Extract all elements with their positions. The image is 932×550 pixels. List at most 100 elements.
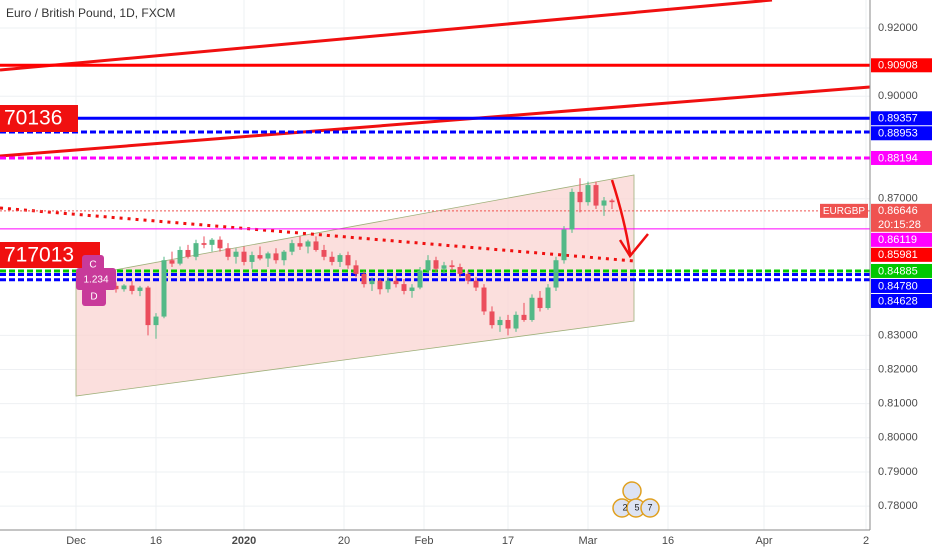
candle-body	[329, 256, 335, 262]
candle-body	[593, 185, 599, 206]
left-label-box	[0, 105, 78, 132]
y-tick-label: 0.92000	[878, 22, 918, 34]
candle-body	[553, 260, 559, 288]
candle-body	[233, 251, 239, 257]
price-badge-box	[871, 111, 932, 126]
price-badge: 0.88194	[871, 150, 932, 165]
price-badge: 0.84885	[871, 263, 932, 278]
trend-line	[0, 0, 773, 72]
price-badge-label: 0.88194	[878, 152, 918, 164]
x-tick-label: Apr	[755, 535, 772, 547]
candle-body	[465, 273, 471, 281]
y-tick-label: 0.87000	[878, 193, 918, 205]
candle-body	[313, 241, 319, 250]
candle-body	[545, 287, 551, 309]
y-tick-label: 0.82000	[878, 363, 918, 375]
candle-body	[609, 200, 615, 203]
x-tick-label: Dec	[66, 535, 86, 547]
candle-body	[217, 239, 223, 249]
candle-body	[409, 287, 415, 291]
wave-label: 1.234	[83, 275, 108, 286]
y-tick-label: 0.83000	[878, 329, 918, 341]
price-badge-box	[871, 126, 932, 141]
trend-line	[0, 85, 871, 158]
channel	[75, 174, 635, 397]
arrow	[610, 179, 632, 255]
price-badge: 0.84780	[871, 278, 932, 293]
candle-body	[153, 316, 159, 326]
price-badge: 0.90908	[871, 58, 932, 73]
event-count: 7	[647, 502, 652, 512]
candle-body	[497, 319, 503, 326]
candle-body	[121, 285, 127, 290]
symbol-label: EURGBP	[823, 206, 866, 217]
time-axis	[0, 530, 932, 550]
candle-body	[113, 285, 119, 290]
y-tick-label: 0.79000	[878, 466, 918, 478]
price-badge-box	[871, 278, 932, 293]
candle-body	[385, 280, 391, 290]
candle-body	[521, 314, 527, 320]
candle-body	[161, 260, 167, 317]
price-badge-box	[871, 293, 932, 308]
price-badge-label: 0.88953	[878, 128, 918, 140]
candle-body	[249, 255, 255, 262]
candle-body	[177, 249, 183, 264]
candle-body	[577, 191, 583, 203]
candle-body	[257, 255, 263, 259]
candle-body	[305, 241, 311, 247]
event-count: 2	[622, 502, 627, 512]
candle-body	[321, 249, 327, 257]
wave-box	[82, 288, 106, 306]
price-badge-box	[871, 58, 932, 73]
candle-body	[345, 255, 351, 266]
candle-body	[337, 255, 343, 262]
candle-body	[433, 260, 439, 269]
candle-body	[505, 319, 511, 329]
x-tick-label: Feb	[415, 535, 434, 547]
candle-body	[137, 287, 143, 291]
candle-body	[297, 243, 303, 247]
candle-body	[289, 243, 295, 252]
price-badge-label: 0.86119	[878, 234, 917, 246]
event-count: 5	[634, 502, 639, 512]
y-tick-label: 0.90000	[878, 90, 918, 102]
price-badge-label: 0.89357	[878, 113, 918, 125]
candle-body	[529, 297, 535, 320]
wave-box	[76, 268, 116, 290]
candle-body	[585, 185, 591, 203]
wave-label: D	[90, 292, 97, 303]
countdown: 20:15:28	[878, 219, 921, 231]
candle-body	[473, 280, 479, 288]
candle-body	[169, 260, 175, 264]
candle-body	[537, 297, 543, 309]
candle-body	[209, 239, 215, 245]
price-badge-label: 0.85981	[878, 249, 918, 261]
x-tick-label: Mar	[579, 535, 598, 547]
price-badge: 0.89357	[871, 111, 932, 126]
candle-body	[225, 248, 231, 257]
candle-body	[481, 287, 487, 312]
wave-label: C	[89, 260, 96, 271]
price-badge-box	[871, 203, 932, 232]
price-badge-label: 0.90908	[878, 60, 918, 72]
candle-body	[273, 253, 279, 261]
candle-body	[449, 265, 455, 268]
candle-body	[185, 249, 191, 257]
price-badge-box	[871, 150, 932, 165]
x-tick-label: 20	[338, 535, 350, 547]
y-tick-label: 0.80000	[878, 432, 918, 444]
price-badge-box	[871, 232, 932, 247]
candle-body	[265, 253, 271, 259]
event-icon[interactable]	[640, 498, 660, 518]
price-badge: 0.84628	[871, 293, 932, 308]
x-tick-label: 16	[150, 535, 162, 547]
price-badge: 0.86646 20:15:28 EURGBP	[820, 203, 932, 232]
price-badge: 0.88953	[871, 126, 932, 141]
chart-title: Euro / British Pound, 1D, FXCM	[6, 6, 175, 20]
price-badge-label: 0.84780	[878, 280, 918, 292]
price-badge-box	[871, 263, 932, 278]
event-icon[interactable]	[622, 481, 642, 501]
candle-body	[353, 265, 359, 274]
